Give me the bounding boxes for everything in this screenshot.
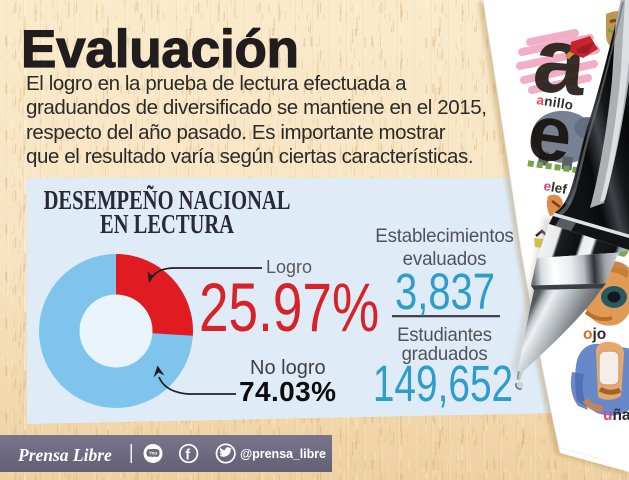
svg-text:elef: elef <box>542 178 568 197</box>
svg-text:a: a <box>529 6 593 115</box>
svg-text:Tube: Tube <box>149 455 160 460</box>
svg-text:anillo: anillo <box>536 92 575 113</box>
svg-text:f: f <box>185 447 190 463</box>
svg-text:uña: uña <box>603 407 629 424</box>
svg-text:ojo: ojo <box>583 326 606 343</box>
svg-text:You: You <box>149 451 157 456</box>
